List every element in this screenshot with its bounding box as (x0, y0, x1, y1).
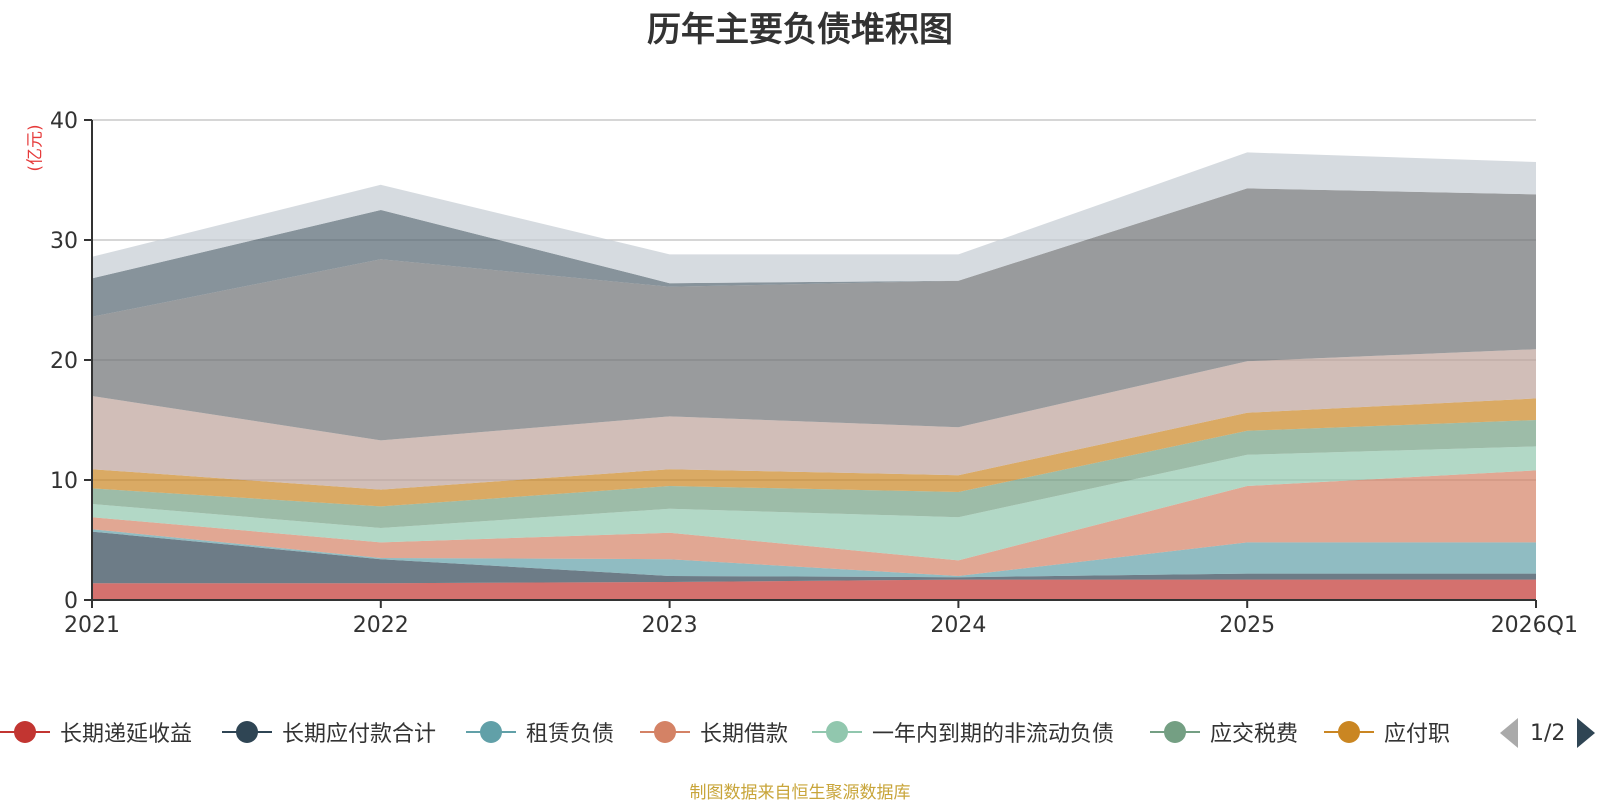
legend-item-current-portion-noncurrent[interactable]: 一年内到期的非流动负债 (812, 712, 1114, 752)
legend-marker-icon (640, 717, 690, 747)
axes: 0 10 20 30 40 2021 2022 2023 2024 2025 2026Q1 (50, 109, 1578, 638)
legend-label: 应交税费 (1210, 722, 1299, 747)
x-tick-label: 2026Q1 (1491, 613, 1578, 638)
chart-title: 历年主要负债堆积图 (647, 10, 953, 50)
y-tick-label: 20 (50, 349, 78, 374)
x-tick-label: 2021 (64, 613, 120, 638)
legend-page-indicator: 1/2 (1530, 720, 1566, 746)
legend-prev-page-icon[interactable] (1500, 718, 1518, 748)
legend-item-taxes-payable[interactable]: 应交税费 (1150, 712, 1298, 752)
legend-marker-icon (1324, 717, 1374, 747)
legend-marker-icon (222, 717, 272, 747)
legend-item-long-term-deferred-income[interactable]: 长期递延收益 (0, 712, 192, 752)
legend-item-employee-payables[interactable]: 应付职 (1324, 712, 1450, 752)
area-series-4[interactable] (92, 446, 1536, 561)
legend-next-page-icon[interactable] (1577, 718, 1596, 748)
y-tick-label: 40 (50, 109, 78, 134)
x-tick-label: 2022 (353, 613, 409, 638)
legend-marker-icon (0, 717, 50, 747)
legend-label: 租赁负债 (526, 722, 615, 747)
area-series-8[interactable] (92, 188, 1536, 441)
area-series-0[interactable] (92, 579, 1536, 600)
data-source-note: 制图数据来自恒生聚源数据库 (689, 783, 911, 803)
legend-item-lease-liabilities[interactable]: 租赁负债 (466, 712, 614, 752)
legend-marker-icon (812, 717, 862, 747)
y-tick-label: 10 (50, 469, 78, 494)
x-tick-label: 2023 (642, 613, 698, 638)
legend-label: 长期应付款合计 (282, 722, 437, 747)
legend-label: 应付职 (1384, 722, 1451, 747)
area-series-7[interactable] (92, 349, 1536, 490)
y-tick-label: 30 (50, 229, 78, 254)
legend-marker-icon (466, 717, 516, 747)
area-series-5[interactable] (92, 420, 1536, 528)
legend-label: 长期借款 (700, 722, 789, 747)
area-series-2[interactable] (92, 529, 1536, 578)
area-series-1[interactable] (92, 531, 1536, 584)
y-tick-label: 0 (64, 589, 78, 614)
legend-item-long-term-loans[interactable]: 长期借款 (640, 712, 788, 752)
legend: 长期递延收益 长期应付款合计 租赁负债 长期借款 一年内到期的非流动负债 应交税… (0, 712, 1600, 752)
stacked-areas (92, 152, 1536, 600)
legend-marker-icon (1150, 717, 1200, 747)
area-series-3[interactable] (92, 470, 1536, 576)
area-series-9[interactable] (92, 188, 1536, 317)
legend-label: 长期递延收益 (60, 722, 193, 747)
chart-plot-area: 0 10 20 30 40 2021 2022 2023 2024 2025 2026Q1 (50, 109, 1578, 638)
area-series-6[interactable] (92, 398, 1536, 507)
x-tick-label: 2025 (1219, 613, 1275, 638)
area-series-10[interactable] (92, 152, 1536, 284)
legend-label: 一年内到期的非流动负债 (872, 722, 1115, 747)
x-tick-label: 2024 (930, 613, 986, 638)
legend-pager: 1/2 (1500, 716, 1596, 750)
legend-item-long-term-payables[interactable]: 长期应付款合计 (222, 712, 436, 752)
